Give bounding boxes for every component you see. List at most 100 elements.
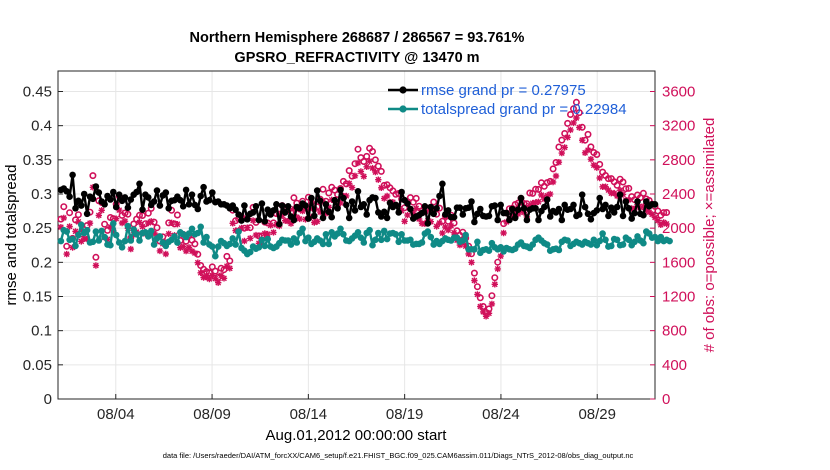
y-left-tick-label: 0.35: [23, 152, 52, 169]
assimilated-obs-point: [325, 204, 332, 211]
series-point: [418, 209, 426, 217]
assimilated-obs-point: [581, 149, 589, 156]
assimilated-obs-point: [576, 124, 583, 131]
series-point: [424, 228, 432, 235]
series-point: [363, 211, 371, 218]
series-point: [185, 230, 193, 237]
series-point: [383, 214, 391, 222]
assimilated-obs-point: [305, 205, 312, 212]
possible-obs-point: [92, 253, 100, 261]
series-point: [619, 212, 627, 220]
assimilated-obs-point: [378, 184, 385, 191]
y-right-tick-label: 1200: [662, 289, 695, 306]
series-point: [98, 227, 105, 235]
assimilated-obs-point: [63, 250, 70, 258]
assimilated-obs-point: [447, 222, 455, 230]
series-point: [427, 233, 435, 241]
series-point: [212, 252, 219, 260]
assimilated-obs-point: [113, 215, 120, 222]
series-point: [616, 191, 624, 198]
assimilated-obs-point: [544, 192, 551, 199]
series-point: [485, 247, 493, 254]
series-point: [436, 192, 443, 200]
assimilated-obs-point: [468, 259, 475, 266]
series-point: [666, 237, 673, 245]
series-point: [325, 240, 333, 248]
series-point: [171, 233, 178, 240]
series-point: [95, 237, 103, 244]
series-point: [360, 201, 368, 208]
series-point: [334, 230, 341, 237]
assimilated-obs-point: [616, 187, 624, 194]
series-point: [214, 243, 222, 250]
legend-spread-label: totalspread grand pr = 0.22984: [421, 101, 627, 118]
series-point: [156, 233, 164, 240]
possible-obs-point: [220, 266, 228, 274]
assimilated-obs-point: [410, 209, 417, 217]
assimilated-obs-point: [270, 229, 277, 236]
assimilated-obs-point: [343, 192, 350, 200]
assimilated-obs-point: [381, 195, 388, 202]
series-point: [139, 206, 146, 213]
possible-obs-point: [613, 181, 621, 189]
possible-obs-point: [663, 209, 671, 217]
assimilated-obs-point: [185, 244, 193, 251]
possible-obs-point: [144, 209, 152, 217]
series-point: [497, 201, 505, 209]
assimilated-obs-point: [640, 203, 647, 210]
assimilated-obs-point: [605, 186, 612, 194]
y-left-tick-label: 0.1: [31, 323, 52, 340]
assimilated-obs-point: [293, 213, 300, 221]
assimilated-obs-point: [651, 214, 659, 221]
assimilated-obs-point: [121, 218, 129, 225]
assimilated-obs-point: [72, 228, 79, 235]
possible-obs-point: [660, 209, 668, 217]
possible-obs-point: [363, 152, 371, 160]
series-point: [107, 196, 114, 203]
series-point: [200, 183, 207, 191]
series-point: [366, 226, 373, 234]
assimilated-obs-point: [611, 189, 618, 197]
assimilated-obs-point: [488, 300, 496, 308]
series-point: [383, 235, 391, 243]
series-point: [273, 201, 280, 208]
series-point: [145, 233, 152, 240]
series-point: [602, 236, 609, 244]
series-point: [520, 205, 528, 212]
assimilated-obs-point: [296, 215, 303, 223]
assimilated-obs-point: [663, 220, 670, 228]
assimilated-obs-point: [78, 238, 85, 245]
series-point: [596, 237, 603, 245]
series-point: [115, 239, 123, 246]
series-point: [593, 207, 601, 214]
series-point: [608, 242, 615, 250]
assimilated-obs-point: [494, 265, 501, 273]
assimilated-obs-point: [212, 275, 219, 282]
assimilated-obs-point: [637, 204, 644, 211]
series-point: [232, 206, 239, 213]
possible-obs-point: [354, 145, 362, 153]
series-point: [380, 208, 388, 216]
series-point: [622, 198, 630, 205]
assimilated-obs-point: [116, 206, 123, 214]
rmse-series: [57, 171, 659, 228]
assimilated-obs-point: [512, 209, 519, 217]
series-point: [121, 237, 129, 245]
assimilated-obs-point: [561, 144, 568, 151]
series-point: [605, 212, 612, 220]
assimilated-obs-point: [127, 245, 134, 253]
series-point: [421, 203, 429, 210]
series-point: [351, 207, 359, 214]
assimilated-obs-point: [657, 221, 664, 228]
series-point: [596, 194, 603, 202]
series-point: [133, 188, 140, 196]
assimilated-obs-point: [168, 219, 175, 226]
series-point: [188, 191, 196, 198]
possible-obs-point: [584, 130, 592, 138]
assimilated-obs-point: [439, 229, 446, 237]
series-point: [395, 238, 403, 246]
y-axis-right-label: # of obs: o=possible; ×=assimilated: [701, 118, 718, 353]
possible-obs-point: [325, 189, 333, 197]
series-point: [185, 201, 193, 208]
assimilated-obs-point: [314, 218, 321, 225]
